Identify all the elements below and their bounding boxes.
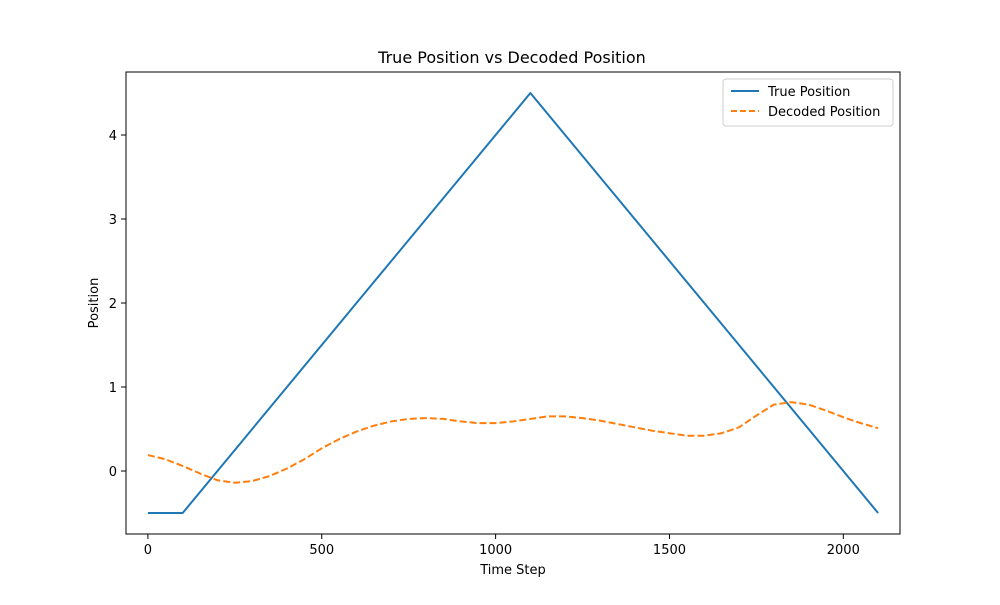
legend-label-decoded-position: Decoded Position (768, 105, 880, 120)
y-axis-ticks: 0 1 2 3 4 (109, 129, 126, 480)
plot-frame (125, 71, 901, 535)
x-tick-label: 1000 (479, 543, 512, 558)
chart-title: True Position vs Decoded Position (377, 48, 646, 67)
x-tick-label: 0 (144, 543, 152, 558)
plot-series (147, 92, 879, 514)
x-tick-label: 1500 (653, 543, 686, 558)
series-line-decoded-position (147, 401, 879, 484)
y-tick-label: 2 (109, 297, 117, 312)
x-tick-label: 500 (309, 543, 334, 558)
y-tick-label: 1 (109, 381, 117, 396)
legend: True Position Decoded Position (722, 78, 894, 127)
legend-label-true-position: True Position (767, 85, 850, 100)
x-axis-label: Time Step (479, 563, 546, 578)
y-tick-label: 3 (109, 213, 117, 228)
y-tick-label: 0 (109, 465, 117, 480)
x-tick-label: 2000 (827, 543, 860, 558)
series-line-true-position (147, 92, 879, 514)
x-axis-ticks: 0 500 1000 1500 2000 (144, 534, 860, 558)
y-tick-label: 4 (109, 129, 117, 144)
legend-box (722, 78, 894, 127)
y-axis-label: Position (87, 278, 102, 329)
